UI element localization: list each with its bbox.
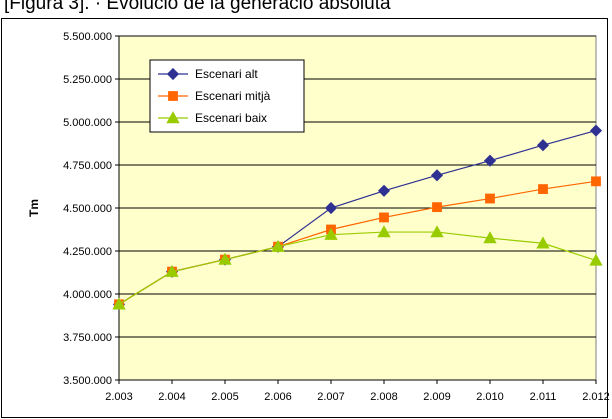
y-tick-label: 3.750.000 [63,332,112,344]
data-point [379,212,389,223]
figure-caption: [Figura 3]. · Evolució de la generació a… [4,0,391,14]
data-point [591,176,601,187]
x-tick-label: 2.009 [423,391,451,403]
data-point [377,225,391,238]
legend-marker [166,67,180,81]
x-tick-label: 2.012 [582,391,610,403]
y-tick-label: 4.500.000 [63,203,112,215]
series-layer [112,124,603,311]
data-point [324,201,338,215]
data-point [218,252,232,265]
data-point [377,184,391,197]
data-point [483,154,497,167]
x-tick-label: 2.006 [264,391,292,403]
y-tick-label: 4.000.000 [63,289,112,301]
data-point [538,184,548,194]
series-line [118,231,597,305]
y-tick-label: 4.250.000 [63,246,112,258]
data-point [271,239,285,252]
data-point [483,231,497,244]
y-tick-label: 4.750.000 [63,160,112,172]
legend: Escenari alt Escenari mitjà Escenari baix [149,59,305,133]
data-point [589,253,603,266]
legend-label: Escenari baix [195,111,267,125]
data-point [112,297,126,310]
data-point [430,225,444,238]
data-point [589,124,603,137]
x-tick-label: 2.010 [476,391,504,403]
series-3 [112,225,603,310]
x-tick-label: 2.005 [211,391,239,403]
data-point [165,264,179,277]
x-tick-label: 2.003 [105,391,133,403]
x-tick-label: 2.004 [158,391,186,403]
y-tick-label: 5.250.000 [63,74,112,86]
legend-marker [166,111,180,124]
x-axis-tick-labels: 2.003 2.004 2.005 2.006 2.007 2.008 2.009 2.010… [105,379,610,403]
data-point [324,227,338,240]
data-point [432,202,442,213]
data-point [485,193,495,204]
y-axis-tick-labels: 3.500.000 3.750.000 4.000.000 4.250.000 4.50… [63,31,120,387]
y-tick-label: 3.500.000 [63,375,112,387]
data-point [430,169,444,182]
y-axis-title: Tm [27,199,41,217]
legend-label: Escenari alt [195,67,258,81]
data-point [536,139,550,152]
legend-label: Escenari mitjà [195,89,271,103]
data-point [536,236,550,249]
x-tick-label: 2.011 [530,391,557,403]
x-tick-label: 2.008 [370,391,398,403]
y-tick-label: 5.000.000 [63,117,112,129]
x-tick-label: 2.007 [317,391,345,403]
y-tick-label: 5.500.000 [63,31,112,43]
legend-marker [168,91,178,101]
